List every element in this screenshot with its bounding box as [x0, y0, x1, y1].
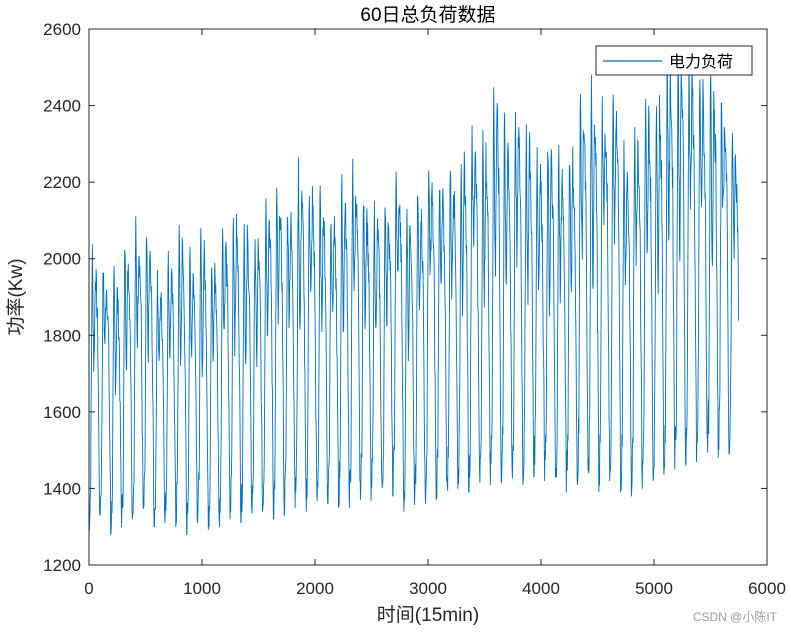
- x-tick-label: 0: [84, 579, 93, 598]
- y-tick-label: 1600: [43, 403, 81, 422]
- legend-label: 电力负荷: [669, 53, 733, 71]
- y-tick-label: 2000: [43, 250, 81, 269]
- y-tick-label: 1800: [43, 326, 81, 345]
- y-tick-label: 2200: [43, 173, 81, 192]
- chart-title: 60日总负荷数据: [360, 4, 495, 26]
- watermark: CSDN @小陈IT: [692, 610, 777, 624]
- x-axis: 0 1000 2000 3000 4000 5000 6000: [84, 29, 786, 598]
- y-axis-title: 功率(Kw): [5, 258, 27, 335]
- x-axis-title: 时间(15min): [377, 604, 479, 626]
- x-tick-label: 1000: [183, 579, 221, 598]
- series-group: [88, 46, 739, 535]
- x-tick-label: 6000: [748, 579, 786, 598]
- x-tick-label: 2000: [296, 579, 334, 598]
- series-line: [88, 46, 739, 535]
- x-tick-label: 3000: [409, 579, 447, 598]
- x-tick-label: 4000: [522, 579, 560, 598]
- legend: 电力负荷: [595, 45, 753, 76]
- y-axis: 1200 1400 1600 1800 2000 2200 2400 2600: [43, 20, 767, 575]
- y-tick-label: 1200: [43, 556, 81, 575]
- y-tick-label: 2600: [43, 20, 81, 39]
- y-tick-label: 1400: [43, 479, 81, 498]
- y-tick-label: 2400: [43, 97, 81, 116]
- x-tick-label: 5000: [635, 579, 673, 598]
